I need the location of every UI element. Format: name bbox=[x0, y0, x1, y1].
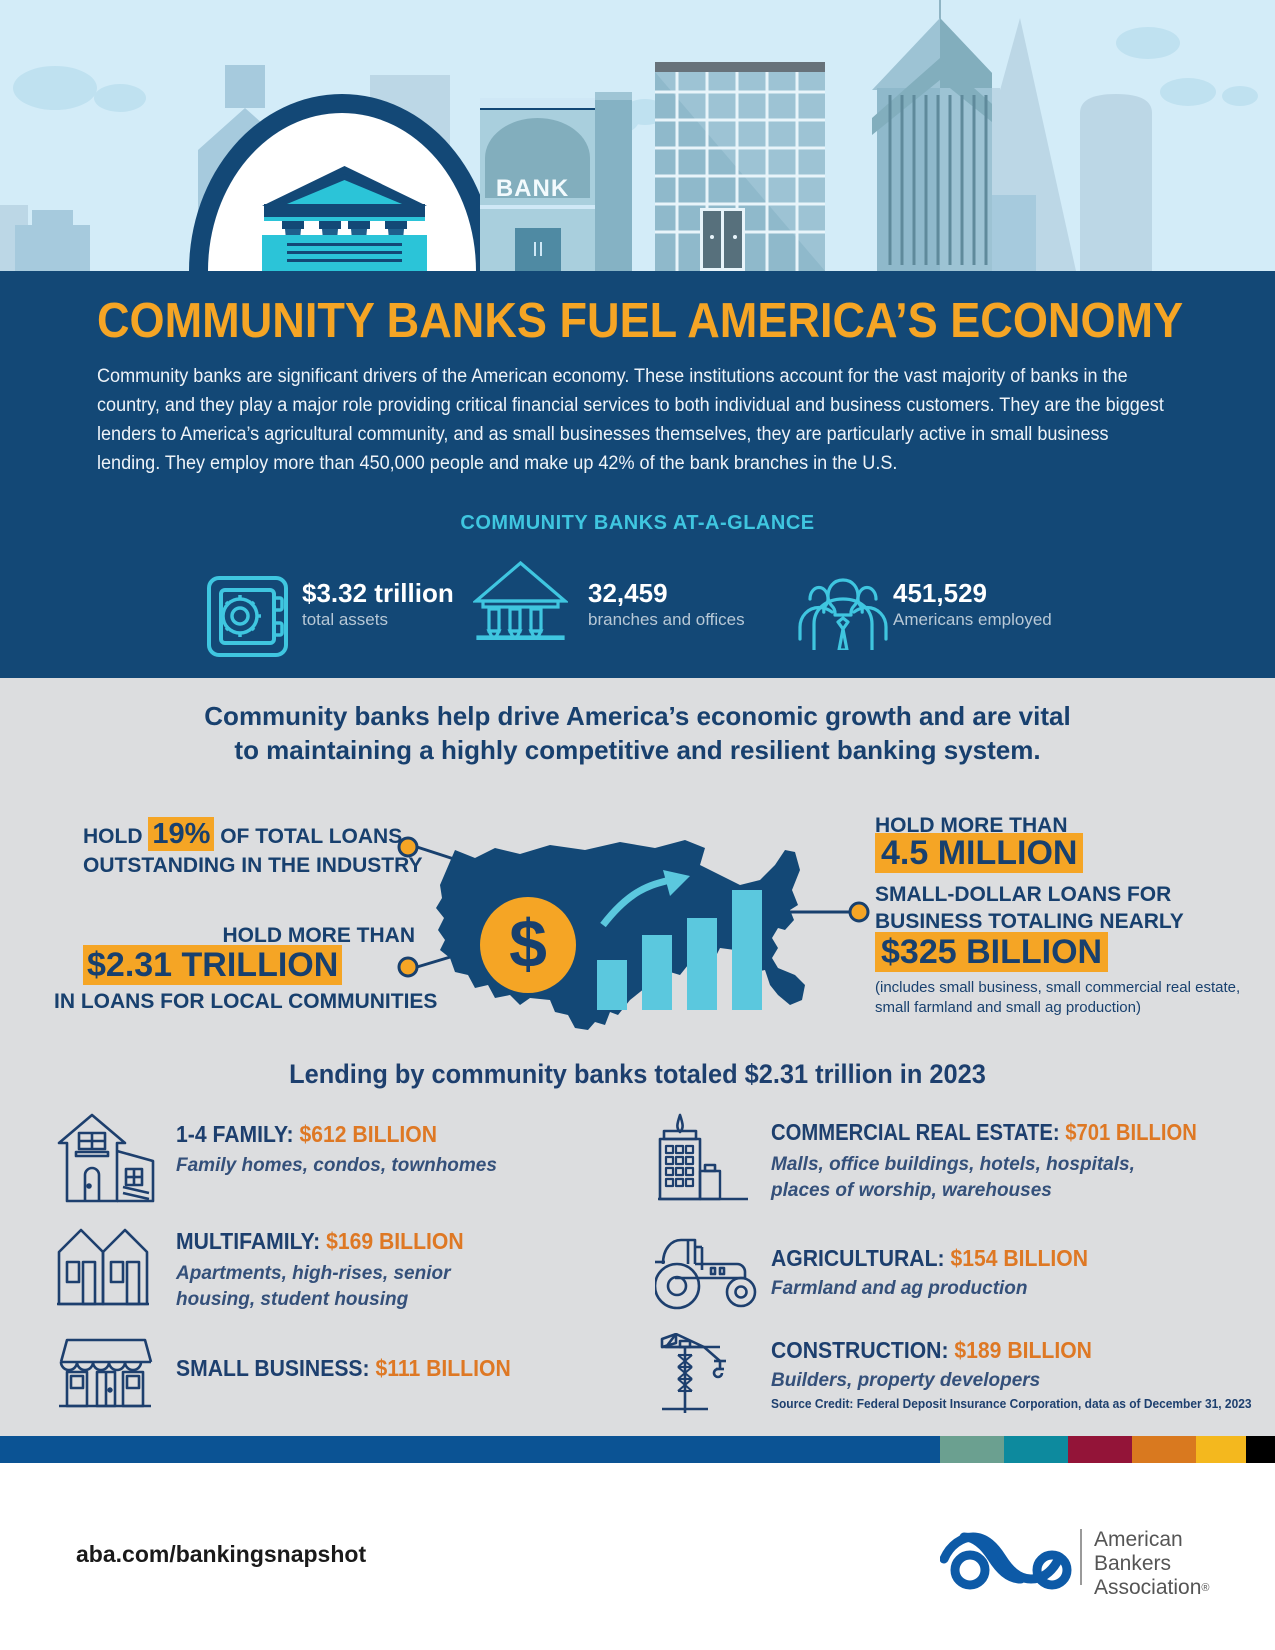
svg-text:$: $ bbox=[509, 906, 547, 982]
